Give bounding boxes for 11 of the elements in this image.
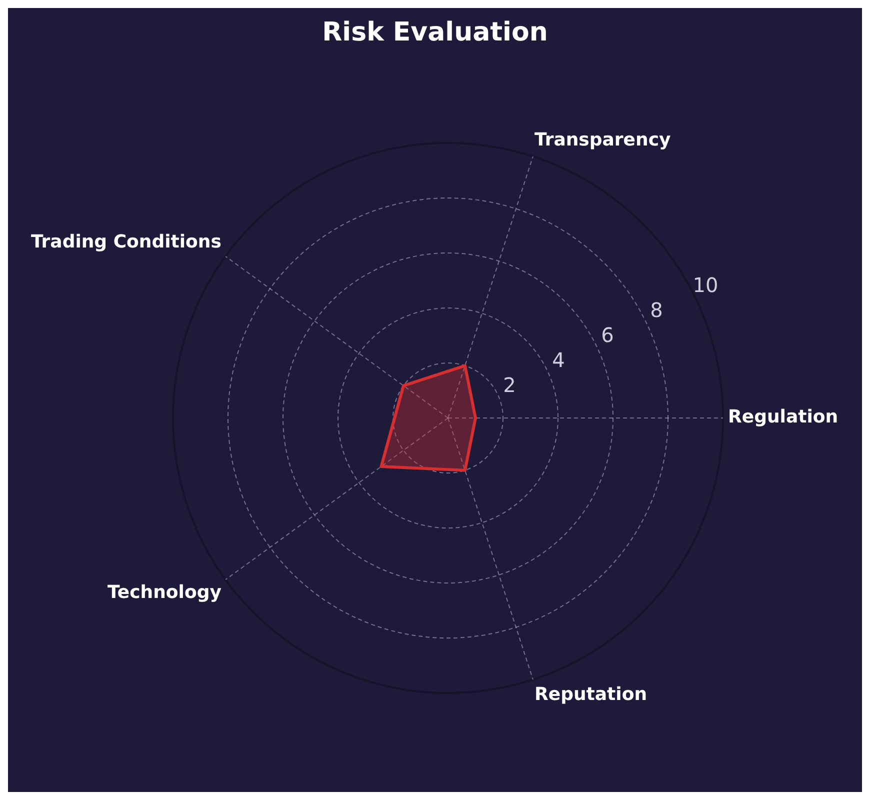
y-tick-label: 8 xyxy=(650,298,663,322)
y-tick-label: 2 xyxy=(503,372,516,397)
spoke-label: Regulation xyxy=(728,406,838,428)
spoke-label: Trading Conditions xyxy=(30,231,222,252)
y-tick-label: 10 xyxy=(692,272,718,297)
y-tick-label: 4 xyxy=(552,348,565,372)
chart-title: Risk Evaluation xyxy=(322,17,548,48)
spoke-label: Reputation xyxy=(534,684,648,705)
spoke-label: Transparency xyxy=(534,130,671,151)
y-tick-label: 6 xyxy=(601,322,614,347)
spoke-label: Technology xyxy=(108,582,222,604)
